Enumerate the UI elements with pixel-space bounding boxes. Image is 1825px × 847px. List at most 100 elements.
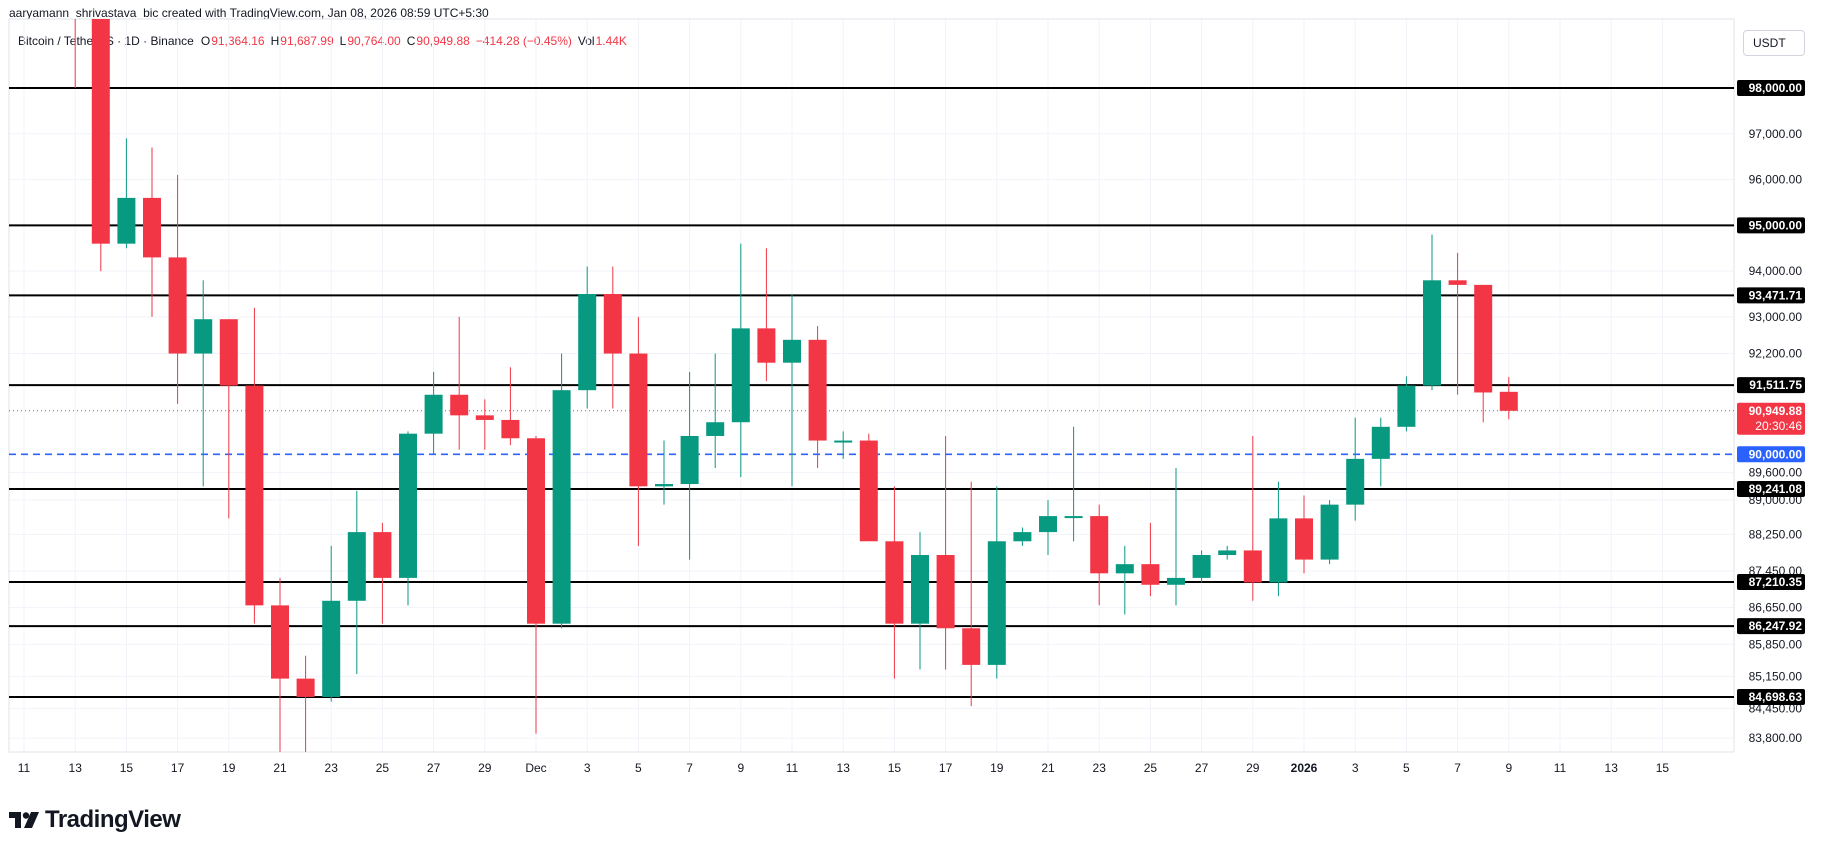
candle-body xyxy=(399,433,417,578)
x-tick-label: 5 xyxy=(635,761,642,775)
brand-footer[interactable]: TradingView xyxy=(9,806,181,834)
close-value: 90,949.88 xyxy=(416,34,470,48)
candle-body xyxy=(424,394,443,434)
candle-body xyxy=(168,257,187,354)
x-tick-label: 13 xyxy=(69,761,83,775)
level-tag-label: 87,210.35 xyxy=(1749,575,1803,589)
candle xyxy=(911,532,929,670)
candle-body xyxy=(1141,564,1160,585)
candle xyxy=(1243,435,1262,601)
candle-body xyxy=(987,541,1006,665)
candle-body xyxy=(475,415,494,420)
candle xyxy=(1346,417,1365,521)
y-tick-label: 86,650.00 xyxy=(1749,601,1803,615)
candle xyxy=(655,440,673,505)
candle-body xyxy=(1243,550,1262,583)
x-tick-label: 11 xyxy=(786,761,799,775)
chart-credit: aaryamann_shrivastava_bic created with T… xyxy=(9,6,489,20)
candle-body xyxy=(578,294,597,391)
x-tick-label: 7 xyxy=(1454,761,1461,775)
candle xyxy=(783,294,801,487)
candle xyxy=(194,280,213,487)
candle xyxy=(322,545,341,702)
x-tick-label: 15 xyxy=(120,761,134,775)
candle-body xyxy=(1448,280,1467,285)
candle-body xyxy=(1371,426,1390,459)
candle xyxy=(603,266,622,409)
candle-body xyxy=(911,555,929,624)
candle-body xyxy=(1090,516,1109,574)
candlestick-chart[interactable]: 11 13 15 17 19 21 23 25 27 29 Dec 3 5 7 9 11 13 15 17 19 21 2… xyxy=(0,0,1825,790)
candle-body xyxy=(501,419,520,439)
candle-body xyxy=(1320,504,1339,560)
candle xyxy=(527,435,545,734)
candle xyxy=(271,577,289,752)
candle xyxy=(808,326,827,469)
candle xyxy=(1474,284,1493,423)
level-tag-label: 95,000.00 xyxy=(1749,218,1803,232)
level-tag xyxy=(1737,377,1805,394)
candle-body xyxy=(680,435,699,485)
volume-label: Vol xyxy=(577,34,595,48)
tradingview-logo-icon xyxy=(9,812,39,828)
x-tick-label: 11 xyxy=(18,761,31,775)
candle xyxy=(117,138,136,249)
y-tick-label: 88,250.00 xyxy=(1749,527,1803,541)
candle xyxy=(706,353,725,469)
candle-body xyxy=(1474,284,1493,393)
brand-name: TradingView xyxy=(45,806,181,833)
last-price-tag xyxy=(1737,402,1805,435)
high-label: H xyxy=(270,34,280,48)
candle-body xyxy=(450,394,469,416)
level-tag-label: 84,698.63 xyxy=(1749,690,1803,704)
candle-body xyxy=(1115,564,1134,574)
candle-body xyxy=(194,319,213,354)
x-tick-label: 17 xyxy=(171,761,185,775)
level-tag xyxy=(1737,618,1805,635)
candle xyxy=(885,486,904,679)
candle xyxy=(936,435,955,670)
y-tick-label: 94,000.00 xyxy=(1749,264,1803,278)
candles xyxy=(74,19,1518,752)
level-tag-label: 90,000.00 xyxy=(1749,447,1803,461)
x-tick-label: 13 xyxy=(1605,761,1619,775)
candle-body xyxy=(936,555,955,629)
level-tag xyxy=(1737,481,1805,498)
candle xyxy=(629,316,648,546)
candle xyxy=(731,243,750,478)
candle-body xyxy=(91,19,110,244)
candle-body xyxy=(731,328,750,423)
candle-body xyxy=(834,440,853,443)
change-value: −414.28 (−0.45%) xyxy=(475,34,572,48)
candle xyxy=(987,486,1006,679)
candle-body xyxy=(885,541,904,624)
level-tag-label: 98,000.00 xyxy=(1749,81,1803,95)
x-tick-label: 9 xyxy=(1505,761,1512,775)
candle-body xyxy=(808,339,827,441)
candle xyxy=(1115,545,1134,615)
currency-button[interactable]: USDT xyxy=(1743,30,1805,56)
support-resistance-levels xyxy=(9,87,1734,698)
candle-body xyxy=(1013,532,1032,542)
y-tick-label: 83,800.00 xyxy=(1749,731,1803,745)
y-tick-label: 85,850.00 xyxy=(1749,637,1803,651)
x-tick-label: 15 xyxy=(1656,761,1670,775)
candle xyxy=(245,307,264,624)
y-tick-label: 92,200.00 xyxy=(1749,347,1803,361)
candle xyxy=(296,655,315,752)
candle-body xyxy=(552,390,571,624)
low-value: 90,764.00 xyxy=(347,34,401,48)
candle-body xyxy=(296,678,315,697)
candle xyxy=(501,367,520,446)
high-value: 91,687.99 xyxy=(280,34,334,48)
level-tag-label: 89,241.08 xyxy=(1749,482,1803,496)
level-tag xyxy=(1737,217,1805,234)
candle xyxy=(1269,481,1288,597)
level-tag xyxy=(1737,80,1805,96)
candle-body xyxy=(1167,577,1185,585)
candle xyxy=(168,174,187,404)
candle-body xyxy=(783,339,801,363)
candle-body xyxy=(757,328,776,363)
candle-body xyxy=(527,438,545,624)
candle-body xyxy=(859,440,878,542)
